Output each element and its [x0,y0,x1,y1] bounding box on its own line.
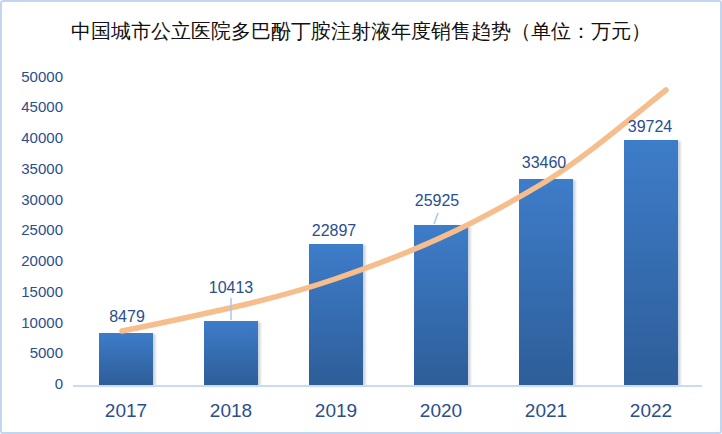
y-axis-tick-labels: 0 5000 10000 15000 20000 25000 30000 350… [21,68,63,392]
bar-2020 [414,225,468,385]
bar-2017 [99,333,153,385]
y-tick-label: 30000 [21,191,63,208]
sales-trend-chart: 中国城市公立医院多巴酚丁胺注射液年度销售趋势（单位：万元） 0 5000 100… [2,2,720,432]
data-label-2020: 25925 [415,192,460,209]
data-label-2018: 10413 [209,279,254,296]
bar-2021 [519,179,573,385]
y-tick-label: 10000 [21,314,63,331]
bar-2022 [624,140,678,385]
y-tick-label: 25000 [21,221,63,238]
y-tick-label: 50000 [21,68,63,85]
x-tick-label-2022: 2022 [630,400,672,421]
x-tick-label-2018: 2018 [210,400,252,421]
data-label-2019: 22897 [312,222,357,239]
y-tick-label: 20000 [21,252,63,269]
x-tick-label-2020: 2020 [420,400,462,421]
y-tick-label: 15000 [21,283,63,300]
x-tick-label-2017: 2017 [105,400,147,421]
x-tick-label-2019: 2019 [315,400,357,421]
y-tick-label: 35000 [21,160,63,177]
data-label-2021: 33460 [522,154,567,171]
data-label-2017: 8479 [109,308,145,325]
data-label-2022: 39724 [628,118,673,135]
y-tick-label: 0 [55,375,63,392]
y-tick-label: 45000 [21,98,63,115]
bar-2019 [309,244,363,385]
chart-title: 中国城市公立医院多巴酚丁胺注射液年度销售趋势（单位：万元） [71,20,651,42]
x-tick-label-2021: 2021 [525,400,567,421]
bar-2018 [204,321,258,385]
leader-line-2020 [434,213,438,224]
y-tick-label: 5000 [30,344,63,361]
trendline [122,90,666,331]
chart-frame: 中国城市公立医院多巴酚丁胺注射液年度销售趋势（单位：万元） 0 5000 100… [0,0,722,434]
y-tick-label: 40000 [21,129,63,146]
x-axis-tick-labels: 2017 2018 2019 2020 2021 2022 [105,400,672,421]
